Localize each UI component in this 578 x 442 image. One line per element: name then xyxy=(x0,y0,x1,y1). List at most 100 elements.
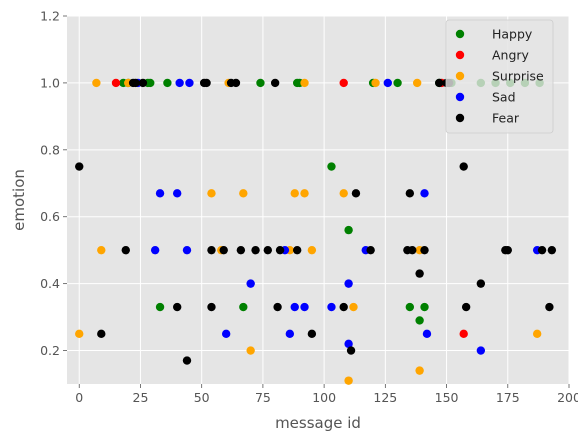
legend: Happy Angry Surprise Sad Fear xyxy=(445,19,554,134)
data-point-sad xyxy=(327,302,336,312)
data-point-fear xyxy=(270,78,280,88)
data-point-fear xyxy=(273,302,282,312)
data-point-sad xyxy=(344,279,353,288)
data-point-sad xyxy=(383,78,392,88)
data-point-fear xyxy=(461,302,471,312)
x-tick-label: 125 xyxy=(373,390,397,405)
data-point-sad xyxy=(476,346,486,355)
data-point-fear xyxy=(275,245,285,255)
y-tick-label: 0.8 xyxy=(40,142,60,157)
x-tick-label: 200 xyxy=(557,390,578,405)
data-point-surprise xyxy=(415,366,424,375)
data-point-fear xyxy=(182,356,192,365)
y-tick-label: 1.2 xyxy=(40,9,60,24)
data-point-fear xyxy=(547,245,557,255)
data-point-surprise xyxy=(300,78,309,88)
data-point-angry xyxy=(339,78,348,88)
data-point-fear xyxy=(207,302,216,312)
data-point-fear xyxy=(545,302,554,312)
data-point-surprise xyxy=(339,189,348,198)
data-point-fear xyxy=(231,78,241,88)
x-tick-label: 50 xyxy=(194,390,210,405)
legend-marker-fear xyxy=(455,113,465,123)
data-point-fear xyxy=(351,189,361,198)
legend-marker-happy xyxy=(455,29,465,39)
data-point-fear xyxy=(408,245,417,255)
data-point-happy xyxy=(405,302,415,312)
data-point-fear xyxy=(172,302,182,312)
data-point-fear xyxy=(366,245,375,255)
data-point-fear xyxy=(251,245,260,255)
data-point-surprise xyxy=(290,189,299,198)
data-point-fear xyxy=(131,78,140,88)
data-point-surprise xyxy=(307,245,317,255)
data-point-happy xyxy=(256,78,265,88)
x-axis-label: message id xyxy=(275,414,361,432)
y-tick-label: 1.0 xyxy=(40,75,60,90)
x-tick-label: 75 xyxy=(255,390,271,405)
data-point-surprise xyxy=(246,346,255,355)
data-point-angry xyxy=(459,329,468,339)
data-point-fear xyxy=(537,245,547,255)
data-points xyxy=(75,78,557,385)
data-point-fear xyxy=(219,245,228,255)
data-point-sad xyxy=(420,189,429,198)
legend-marker-sad xyxy=(455,92,465,102)
data-point-happy xyxy=(393,78,402,88)
data-point-surprise xyxy=(412,78,422,88)
legend-label-angry: Angry xyxy=(492,48,530,63)
data-point-fear xyxy=(263,245,272,255)
legend-label-sad: Sad xyxy=(492,90,516,105)
data-point-sad xyxy=(172,189,182,198)
data-point-sad xyxy=(155,189,165,198)
legend-label-surprise: Surprise xyxy=(492,69,544,84)
x-tick-label: 25 xyxy=(133,390,149,405)
legend-label-fear: Fear xyxy=(492,111,520,126)
data-point-surprise xyxy=(97,245,106,255)
data-point-surprise xyxy=(207,189,216,198)
data-point-surprise xyxy=(344,376,353,385)
data-point-happy xyxy=(163,78,172,88)
y-tick-label: 0.4 xyxy=(40,276,60,291)
data-point-fear xyxy=(415,269,424,278)
data-point-happy xyxy=(415,316,424,325)
data-point-sad xyxy=(185,78,194,88)
data-point-sad xyxy=(182,245,192,255)
data-point-sad xyxy=(290,302,299,312)
data-point-sad xyxy=(175,78,184,88)
data-point-angry xyxy=(111,78,121,88)
data-point-fear xyxy=(405,189,415,198)
x-tick-label: 100 xyxy=(312,390,336,405)
data-point-fear xyxy=(420,245,429,255)
data-point-fear xyxy=(138,78,148,88)
data-point-happy xyxy=(344,225,353,235)
data-point-fear xyxy=(346,346,356,355)
data-point-surprise xyxy=(349,302,358,312)
data-point-happy xyxy=(146,78,155,88)
data-point-happy xyxy=(327,162,336,171)
y-axis-label: emotion xyxy=(10,169,28,231)
data-point-fear xyxy=(202,78,211,88)
data-point-happy xyxy=(420,302,429,312)
data-point-surprise xyxy=(239,189,248,198)
legend-marker-angry xyxy=(455,50,465,60)
data-point-sad xyxy=(221,329,231,339)
data-point-fear xyxy=(121,245,130,255)
data-point-fear xyxy=(459,162,468,171)
data-point-fear xyxy=(236,245,246,255)
legend-box xyxy=(445,19,554,134)
data-point-fear xyxy=(339,302,348,312)
data-point-sad xyxy=(422,329,432,339)
data-point-sad xyxy=(344,339,353,349)
x-tick-label: 175 xyxy=(496,390,520,405)
data-point-fear xyxy=(307,329,317,339)
data-point-fear xyxy=(476,279,486,288)
x-tick-label: 0 xyxy=(75,390,83,405)
data-point-sad xyxy=(150,245,160,255)
legend-label-happy: Happy xyxy=(492,27,533,42)
legend-marker-surprise xyxy=(455,71,465,81)
y-tick-label: 0.2 xyxy=(40,343,60,358)
data-point-fear xyxy=(207,245,216,255)
data-point-surprise xyxy=(300,189,309,198)
